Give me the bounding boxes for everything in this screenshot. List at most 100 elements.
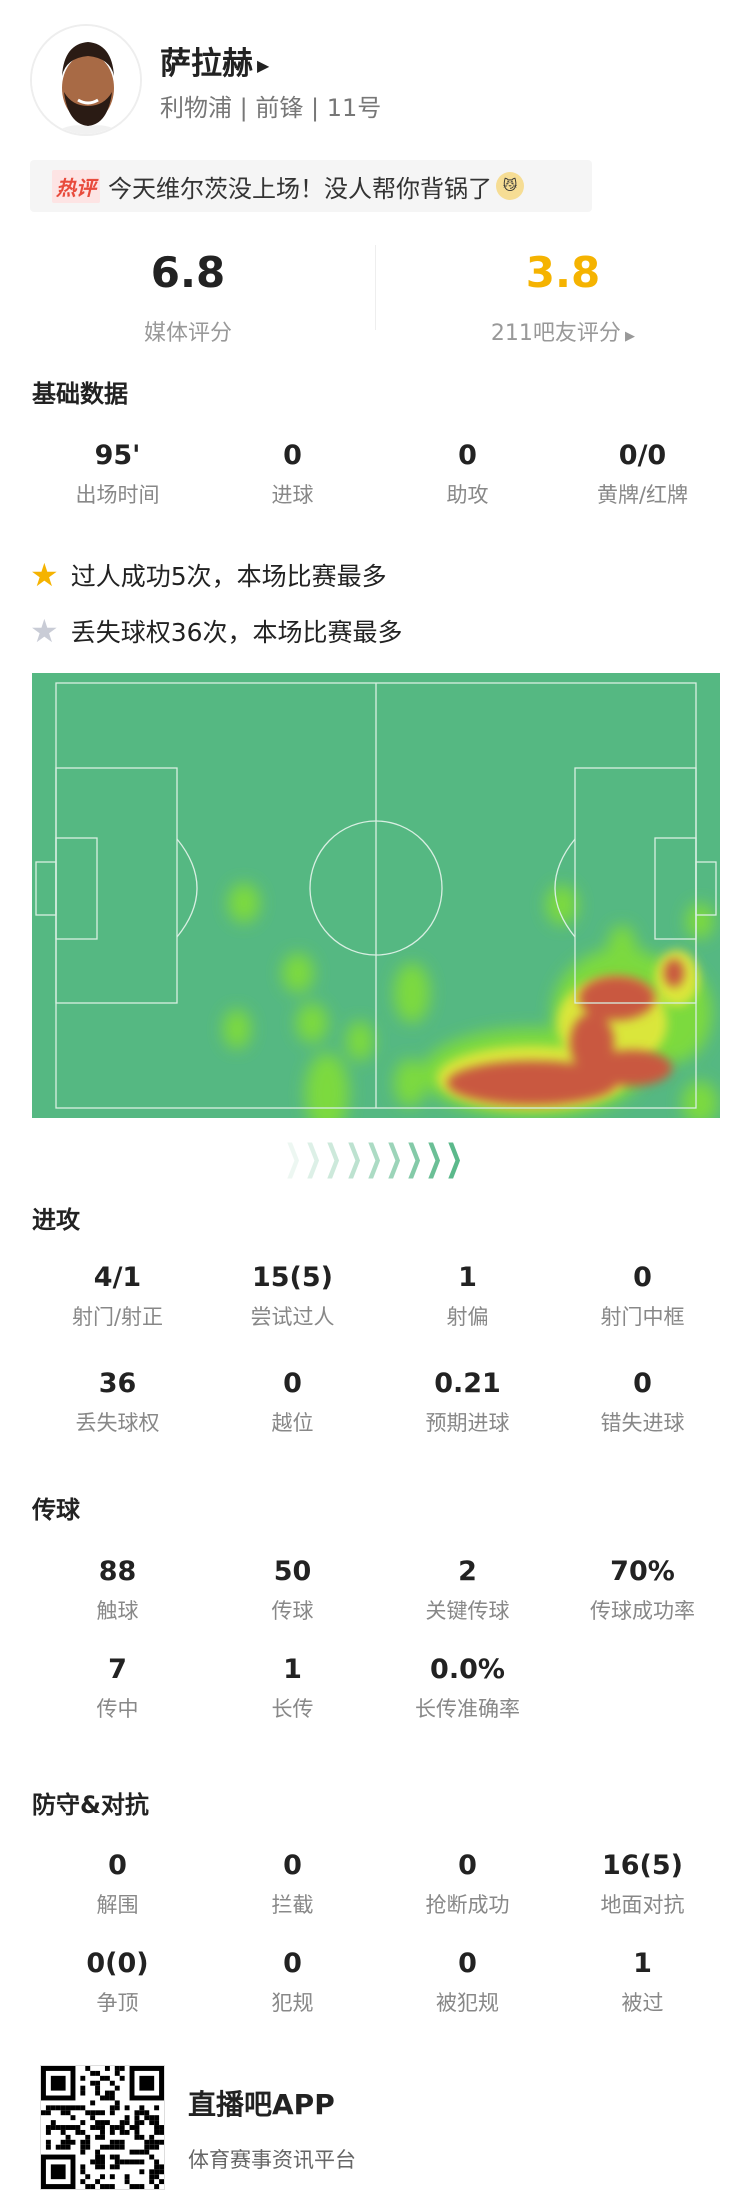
qr-code: [40, 2065, 165, 2190]
stat-value: 0: [458, 1948, 477, 1979]
stat-value: 50: [273, 1556, 312, 1587]
stat: 70% 传球成功率: [555, 1556, 730, 1625]
passing-row-2: 7 传中 1 长传 0.0% 长传准确率: [0, 1654, 750, 1723]
stat-value: 0.21: [434, 1368, 501, 1399]
chevron-right-icon: ❯: [364, 1138, 383, 1179]
stat: 0.0% 长传准确率: [380, 1654, 555, 1723]
stat: 7 传中: [30, 1654, 205, 1723]
highlight-text: 丢失球权36次，本场比赛最多: [70, 618, 403, 647]
defense-row-1: 0 解围 0 拦截 0 抢断成功 16(5) 地面对抗: [0, 1850, 750, 1919]
stat: 0/0 黄牌/红牌: [555, 440, 730, 509]
fan-rating[interactable]: 3.8 211吧友评分 ▶: [433, 248, 693, 347]
stat: 1 长传: [205, 1654, 380, 1723]
stat-label: 进球: [271, 483, 314, 507]
stat-value: 0(0): [86, 1948, 149, 1979]
stat: 0 助攻: [380, 440, 555, 509]
stat-label: 助攻: [446, 483, 489, 507]
section-title-attack: 进攻: [32, 1206, 80, 1234]
stat-value: 0: [283, 1368, 302, 1399]
stat: 4/1 射门/射正: [30, 1262, 205, 1331]
media-rating-value: 6.8: [150, 248, 226, 297]
stat-label: 射门中框: [600, 1305, 685, 1329]
hot-comment-tag: 热评: [52, 169, 100, 203]
silver-star-icon: ★: [30, 612, 59, 650]
stat: 0 犯规: [205, 1948, 380, 2017]
stat-value: 16(5): [601, 1850, 684, 1881]
stat-value: 1: [458, 1262, 477, 1293]
stat: 50 传球: [205, 1556, 380, 1625]
stat: 16(5) 地面对抗: [555, 1850, 730, 1919]
play-arrow-icon: ▶: [257, 56, 270, 75]
team: 利物浦: [160, 94, 232, 122]
stat-value: 0/0: [618, 440, 667, 471]
stat-label: 预期进球: [425, 1411, 510, 1435]
hot-comment[interactable]: 热评 今天维尔茨没上场！没人帮你背锅了 😼: [30, 160, 592, 212]
stat: 0 进球: [205, 440, 380, 509]
section-title-passing: 传球: [32, 1496, 80, 1524]
stat-value: 2: [458, 1556, 477, 1587]
stat-label: 关键传球: [425, 1599, 510, 1623]
stat: 0 解围: [30, 1850, 205, 1919]
stat-label: 传中: [96, 1697, 139, 1721]
stat-value: 0: [458, 440, 477, 471]
passing-row-1: 88 触球 50 传球 2 关键传球 70% 传球成功率: [0, 1556, 750, 1625]
stat-label: 错失进球: [600, 1411, 685, 1435]
stat: 0.21 预期进球: [380, 1368, 555, 1437]
section-title-basic: 基础数据: [32, 380, 128, 408]
stat-value: 88: [98, 1556, 137, 1587]
highlight-possession-lost: ★ 丢失球权36次，本场比赛最多: [30, 612, 403, 650]
stat-value: 0: [283, 440, 302, 471]
shirt-number: 11号: [326, 94, 382, 122]
stat-label: 越位: [271, 1411, 314, 1435]
stat-label: 抢断成功: [425, 1893, 510, 1917]
stat-label: 被犯规: [436, 1991, 499, 2015]
stat: 2 关键传球: [380, 1556, 555, 1625]
stat: 0 射门中框: [555, 1262, 730, 1331]
player-info: 利物浦 | 前锋 | 11号: [160, 94, 382, 122]
chevron-right-icon: ❯: [445, 1138, 464, 1179]
stat: 88 触球: [30, 1556, 205, 1625]
stat-label: 传球: [271, 1599, 314, 1623]
stat-label: 争顶: [96, 1991, 139, 2015]
stat: 95' 出场时间: [30, 440, 205, 509]
stat-value: 0.0%: [430, 1654, 505, 1685]
stat-label: 射偏: [446, 1305, 489, 1329]
stat-value: 1: [283, 1654, 302, 1685]
stat-value: 1: [633, 1948, 652, 1979]
chevron-right-icon: ❯: [405, 1138, 424, 1179]
attack-row-1: 4/1 射门/射正 15(5) 尝试过人 1 射偏 0 射门中框: [0, 1262, 750, 1331]
highlight-text: 过人成功5次，本场比赛最多: [70, 562, 387, 591]
position: 前锋: [255, 94, 304, 122]
heatmap-pitch: [32, 673, 720, 1118]
highlight-dribbles: ★ 过人成功5次，本场比赛最多: [30, 556, 387, 594]
stat: 0 越位: [205, 1368, 380, 1437]
chevron-right-icon: ❯: [384, 1138, 403, 1179]
stat-label: 触球: [96, 1599, 139, 1623]
player-name[interactable]: 萨拉赫 ▶: [160, 38, 269, 83]
stat-label: 解围: [96, 1893, 139, 1917]
stat-value: 15(5): [251, 1262, 334, 1293]
defense-row-2: 0(0) 争顶 0 犯规 0 被犯规 1 被过: [0, 1948, 750, 2017]
player-avatar: [30, 24, 142, 136]
fan-rating-value: 3.8: [525, 248, 601, 297]
attack-row-2: 36 丢失球权 0 越位 0.21 预期进球 0 错失进球: [0, 1368, 750, 1437]
play-arrow-icon: ▶: [620, 329, 636, 344]
chevron-right-icon: ❯: [344, 1138, 363, 1179]
fan-rating-label: 211吧友评分: [490, 321, 621, 346]
stat-label: 射门/射正: [71, 1305, 164, 1329]
media-rating-label: 媒体评分: [143, 321, 232, 346]
attack-direction-arrows: ❯ ❯ ❯ ❯ ❯ ❯ ❯ ❯ ❯: [278, 1138, 464, 1179]
stat: 1 被过: [555, 1948, 730, 2017]
chevron-right-icon: ❯: [324, 1138, 343, 1179]
app-name: 直播吧APP: [188, 2088, 335, 2121]
stat-label: 丢失球权: [75, 1411, 160, 1435]
stat-value: 70%: [610, 1556, 675, 1587]
chevron-right-icon: ❯: [304, 1138, 323, 1179]
stat: 0 被犯规: [380, 1948, 555, 2017]
stat-label: 黄牌/红牌: [596, 483, 689, 507]
app-tagline: 体育赛事资讯平台: [188, 2148, 356, 2172]
stat-value: 0: [108, 1850, 127, 1881]
stat-value: 7: [108, 1654, 127, 1685]
stat: 1 射偏: [380, 1262, 555, 1331]
stat-label: 传球成功率: [590, 1599, 695, 1623]
